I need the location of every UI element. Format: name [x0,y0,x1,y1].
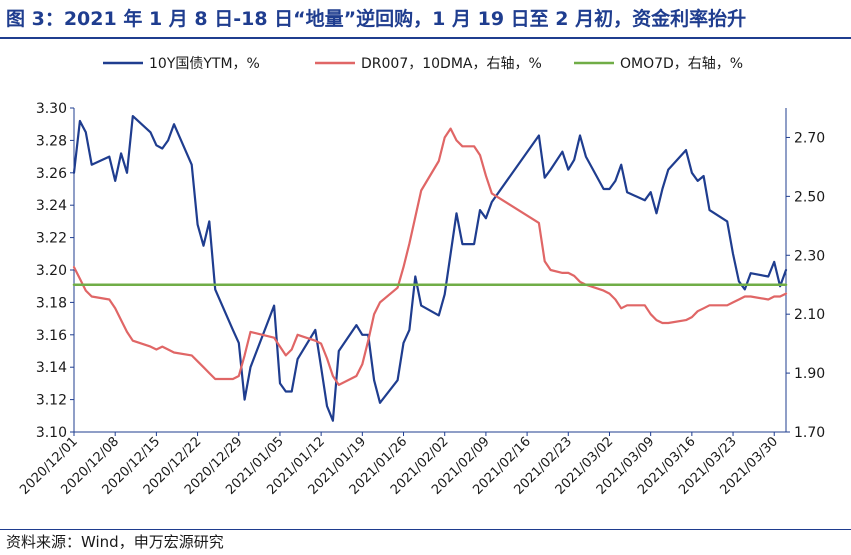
y-right-tick-label: 1.90 [794,366,825,382]
series-line-2 [72,127,788,386]
legend-label-1: 10Y国债YTM，% [149,56,260,72]
y-right-tick-label: 2.30 [794,248,825,264]
y-left-tick-label: 3.18 [36,295,67,311]
y-right-tick-label: 2.10 [794,307,825,323]
y-right-tick-label: 2.50 [794,189,825,205]
source-divider [0,529,851,530]
legend-label-3: OMO7D，右轴，% [620,56,743,72]
series-line-1 [72,115,788,422]
y-left-tick-label: 3.22 [36,231,67,247]
y-left-tick-label: 3.16 [36,328,67,344]
y-left-tick-label: 3.24 [36,198,67,214]
chart-axes: 3.10 3.12 3.14 3.16 3.18 3.20 3.22 3.24 3.26 3.28… [17,101,825,498]
y-right-tick-label: 2.70 [794,130,825,146]
figure-title: 图 3：2021 年 1 月 8 日-18 日“地量”逆回购，1 月 19 日至… [6,8,747,30]
y-left-tick-label: 3.30 [36,101,67,117]
y-left-tick-label: 3.10 [36,425,67,441]
y-left-tick-label: 3.20 [36,263,67,279]
chart-legend: 10Y国债YTM，% DR007，10DMA，右轴，% OMO7D，右轴，% [103,56,743,72]
y-left-tick-label: 3.26 [36,166,67,182]
y-left-tick-label: 3.28 [36,133,67,149]
y-left-tick-label: 3.12 [36,393,67,409]
line-chart: 10Y国债YTM，% DR007，10DMA，右轴，% OMO7D，右轴，% 3.1… [17,56,825,498]
y-right-tick-label: 1.70 [794,425,825,441]
title-divider [0,37,851,39]
source-note: 资料来源：Wind，申万宏源研究 [6,533,224,551]
chart-series [72,115,788,422]
y-left-tick-label: 3.14 [36,360,67,376]
legend-label-2: DR007，10DMA，右轴，% [361,56,542,72]
